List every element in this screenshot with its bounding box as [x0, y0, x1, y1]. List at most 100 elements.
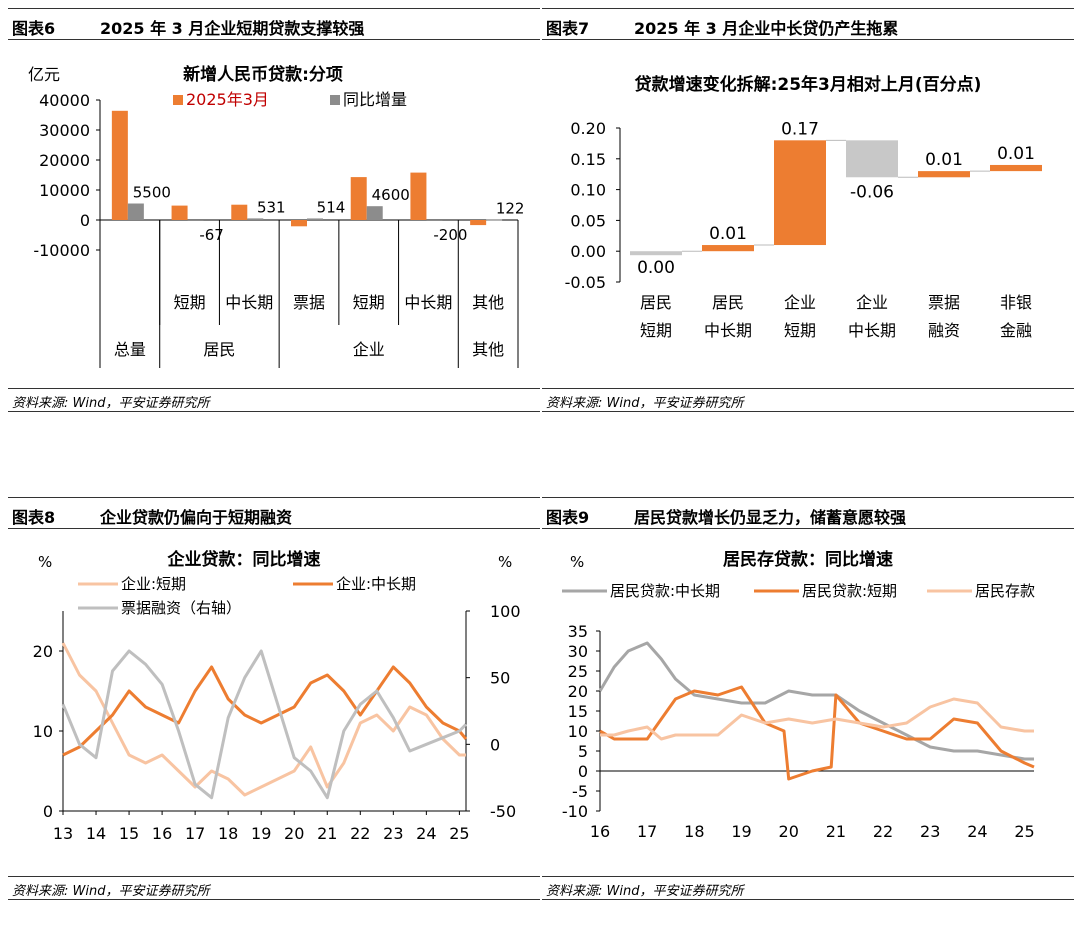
- y-tick-label: 0.10: [570, 181, 606, 200]
- chart-title: 企业贷款：同比增速: [167, 549, 321, 570]
- x-category-label: 企业: [784, 293, 816, 312]
- x-tick-label: 16: [590, 822, 610, 841]
- panel-chart-7: 图表7 2025 年 3 月企业中长贷仍产生拖累 贷款增速变化拆解:25年3月相…: [542, 8, 1074, 420]
- y-tick-label: 30000: [39, 121, 90, 140]
- y-tick-label: 20000: [39, 151, 90, 170]
- waterfall-bar: [990, 164, 1042, 172]
- bar-yoy: [307, 218, 323, 220]
- source-text: 资料来源: Wind，平安证券研究所: [546, 884, 744, 899]
- series-line: [61, 649, 468, 800]
- series-line: [600, 697, 1034, 741]
- y-tick-label: 25: [568, 662, 588, 681]
- source-text: 资料来源: Wind，平安证券研究所: [12, 396, 210, 411]
- x-tick-label: 14: [86, 824, 106, 843]
- x-category-label: 居民: [640, 293, 672, 312]
- x-group-label: 总量: [114, 340, 146, 359]
- x-tick-label: 17: [637, 822, 657, 841]
- panel-title: 企业贷款仍偏向于短期融资: [100, 508, 293, 527]
- y-tick-label: 0: [578, 762, 588, 781]
- data-label: 122: [496, 200, 525, 218]
- y-tick-label: 0.20: [570, 119, 606, 138]
- x-category-label: 中长期: [225, 293, 273, 312]
- chart-title: 居民存贷款：同比增速: [723, 549, 893, 570]
- y-tick-label: 40000: [39, 91, 90, 110]
- y-tick-label: -10: [562, 802, 588, 821]
- waterfall-chart-loan-growth: 贷款增速变化拆解:25年3月相对上月(百分点) 0.20 0.15 0.10 0.05 0…: [565, 74, 1042, 340]
- panel-header: 图表7 2025 年 3 月企业中长贷仍产生拖累: [542, 8, 1074, 40]
- x-tick-label: 20: [284, 824, 304, 843]
- y-tick-label-left: 20: [33, 642, 53, 661]
- x-category-label: 其他: [472, 293, 504, 312]
- legend-label-yoy: 同比增量: [343, 90, 407, 109]
- panel-title: 居民贷款增长仍显乏力，储蓄意愿较强: [634, 508, 907, 527]
- source-note: 资料来源: Wind，平安证券研究所: [542, 388, 1074, 412]
- x-tick-label: 19: [731, 822, 751, 841]
- waterfall-bar: [918, 171, 970, 178]
- legend-swatch-march: [173, 95, 183, 105]
- panel-title: 2025 年 3 月企业短期贷款支撑较强: [100, 19, 365, 38]
- data-label: -200: [433, 226, 467, 244]
- x-tick-label: 23: [920, 822, 940, 841]
- x-category-label: 融资: [928, 321, 960, 340]
- series-line: [62, 665, 468, 757]
- x-tick-label: 23: [383, 824, 403, 843]
- data-label: 531: [257, 198, 286, 216]
- data-label: 0.01: [709, 224, 747, 244]
- bar-march: [111, 110, 128, 220]
- y-tick-label: -10000: [33, 241, 90, 260]
- y-unit-label-left: %: [38, 553, 52, 571]
- legend-label: 居民存款: [975, 582, 1035, 600]
- x-tick-label: 17: [185, 824, 205, 843]
- panel-chart-8: 图表8 企业贷款仍偏向于短期融资 %% 企业贷款：同比增速 企业:短期 企业:中长期票…: [8, 497, 540, 907]
- waterfall-bar: [702, 245, 754, 252]
- data-label: 0.00: [637, 258, 675, 278]
- bar-chart-loans-by-item: 亿元 新增人民币贷款:分项 2025年3月 同比增量 40000 30000 20000 10…: [28, 64, 525, 368]
- y-tick-label: 15: [568, 702, 588, 721]
- x-category-label: 短期: [174, 293, 206, 312]
- x-group-label: 企业: [353, 340, 385, 359]
- bar-march: [470, 220, 487, 226]
- series-line: [599, 685, 1035, 781]
- x-tick-label: 13: [53, 824, 73, 843]
- y-tick-label: -0.05: [565, 273, 606, 292]
- legend-label: 居民贷款:中长期: [610, 582, 720, 600]
- panel-title: 2025 年 3 月企业中长贷仍产生拖累: [634, 19, 899, 38]
- bar-march: [171, 205, 188, 220]
- y-tick-label-right: 50: [490, 669, 510, 688]
- x-tick-label: 25: [449, 824, 469, 843]
- panel-header: 图表9 居民贷款增长仍显乏力，储蓄意愿较强: [542, 497, 1074, 529]
- x-tick-label: 21: [317, 824, 337, 843]
- x-tick-label: 21: [826, 822, 846, 841]
- panel-header: 图表8 企业贷款仍偏向于短期融资: [8, 497, 540, 529]
- source-note: 资料来源: Wind，平安证券研究所: [8, 876, 540, 900]
- bar-yoy: [127, 203, 144, 220]
- waterfall-bar: [774, 140, 826, 246]
- chart-title: 新增人民币贷款:分项: [183, 64, 343, 85]
- x-tick-label: 18: [218, 824, 238, 843]
- y-tick-label-right: 0: [490, 735, 500, 754]
- x-tick-label: 22: [873, 822, 893, 841]
- y-unit-label-right: %: [498, 553, 512, 571]
- y-tick-label-left: 10: [33, 722, 53, 741]
- x-category-label: 中长期: [848, 321, 896, 340]
- x-category-label: 中长期: [704, 321, 752, 340]
- y-tick-label: 10: [568, 722, 588, 741]
- x-tick-label: 22: [350, 824, 370, 843]
- x-tick-label: 20: [779, 822, 799, 841]
- bar-yoy: [486, 219, 503, 221]
- x-category-label: 票据: [293, 293, 325, 312]
- panel-chart-6: 图表6 2025 年 3 月企业短期贷款支撑较强 亿元 新增人民币贷款:分项 202…: [8, 8, 540, 420]
- legend-label-march: 2025年3月: [186, 90, 269, 109]
- bar-march: [410, 172, 427, 220]
- bar-march: [350, 177, 367, 220]
- panel-chart-9: 图表9 居民贷款增长仍显乏力，储蓄意愿较强 % 居民存贷款：同比增速 居民贷款:中长…: [542, 497, 1074, 907]
- bar-yoy: [426, 220, 443, 221]
- legend-label: 票据融资（右轴）: [121, 599, 241, 617]
- y-tick-label: 10000: [39, 181, 90, 200]
- x-category-label: 金融: [1000, 321, 1032, 340]
- x-category-label: 非银: [1000, 293, 1032, 312]
- bar-march: [231, 204, 248, 220]
- x-tick-label: 24: [967, 822, 987, 841]
